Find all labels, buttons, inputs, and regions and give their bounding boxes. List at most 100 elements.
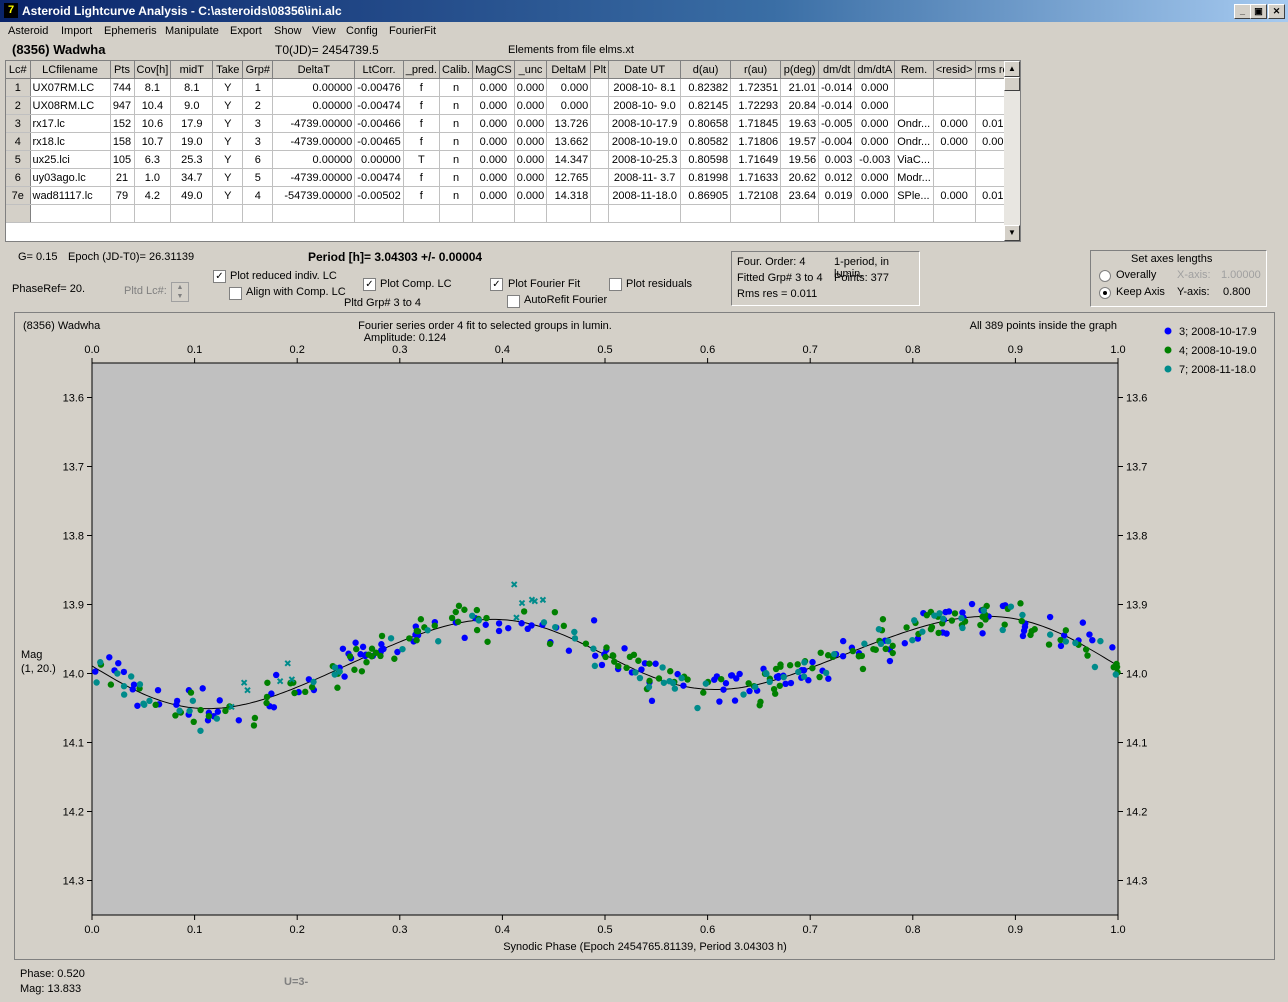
table-cell[interactable]: [730, 204, 782, 223]
table-cell[interactable]: Y: [212, 78, 244, 97]
table-cell[interactable]: 0.82145: [680, 96, 732, 115]
table-cell[interactable]: 947: [110, 96, 135, 115]
minimize-button[interactable]: _: [1234, 4, 1251, 19]
x-axis-value[interactable]: 1.00000: [1221, 269, 1261, 281]
align-comp-checkbox[interactable]: [229, 287, 242, 300]
lightcurve-table[interactable]: Lc# LCfilename Pts Cov[h] midT Take Grp# DeltaT…: [5, 60, 1021, 242]
table-cell[interactable]: 0.86905: [680, 186, 732, 205]
table-cell[interactable]: 0.000: [854, 132, 896, 151]
table-cell[interactable]: 3: [6, 114, 31, 133]
table-cell[interactable]: 1: [242, 78, 274, 97]
table-cell[interactable]: 0.000: [514, 114, 548, 133]
table-cell[interactable]: 0.80658: [680, 114, 732, 133]
table-cell[interactable]: [272, 204, 356, 223]
table-cell[interactable]: n: [439, 150, 474, 169]
column-header[interactable]: DeltaT: [272, 61, 356, 79]
column-header[interactable]: Rem.: [894, 61, 934, 79]
table-cell[interactable]: 6: [6, 168, 31, 187]
table-cell[interactable]: n: [439, 132, 474, 151]
table-cell[interactable]: 0.019: [818, 186, 856, 205]
table-cell[interactable]: [933, 96, 976, 115]
table-cell[interactable]: 0.000: [472, 96, 515, 115]
table-cell[interactable]: 2008-10- 9.0: [608, 96, 682, 115]
table-cell[interactable]: 7e: [6, 186, 31, 205]
table-cell[interactable]: [933, 78, 976, 97]
table-cell[interactable]: 14.318: [546, 186, 592, 205]
table-cell[interactable]: [608, 204, 682, 223]
column-header[interactable]: midT: [170, 61, 214, 79]
table-cell[interactable]: [590, 78, 610, 97]
table-cell[interactable]: 744: [110, 78, 135, 97]
table-cell[interactable]: 2: [242, 96, 274, 115]
table-cell[interactable]: [30, 204, 111, 223]
column-header[interactable]: LCfilename: [30, 61, 111, 79]
menu-ephemeris[interactable]: Ephemeris: [104, 25, 157, 37]
table-cell[interactable]: 0.003: [818, 150, 856, 169]
table-cell[interactable]: -0.00466: [354, 114, 404, 133]
scroll-thumb[interactable]: [1004, 77, 1020, 91]
column-header[interactable]: DeltaM: [546, 61, 592, 79]
table-cell[interactable]: [590, 168, 610, 187]
table-row[interactable]: 7e wad81117.lc 79 4.2 49.0 Y 4 -54739.00000 -0.0…: [6, 186, 1018, 205]
table-cell[interactable]: 21.01: [780, 78, 820, 97]
table-cell[interactable]: 2008-10-25.3: [608, 150, 682, 169]
table-cell[interactable]: Y: [212, 168, 244, 187]
table-cell[interactable]: [514, 204, 548, 223]
table-cell[interactable]: [212, 204, 244, 223]
table-cell[interactable]: -4739.00000: [272, 114, 356, 133]
table-cell[interactable]: 0.000: [514, 78, 548, 97]
table-cell[interactable]: 10.7: [134, 132, 172, 151]
table-cell[interactable]: 9.0: [170, 96, 214, 115]
table-row[interactable]: [6, 204, 1018, 223]
table-cell[interactable]: 4: [6, 132, 31, 151]
table-cell[interactable]: [354, 204, 404, 223]
table-cell[interactable]: -0.003: [854, 150, 896, 169]
table-cell[interactable]: 8.1: [170, 78, 214, 97]
scroll-down-button[interactable]: ▼: [1004, 225, 1020, 241]
column-header[interactable]: p(deg): [780, 61, 820, 79]
close-button[interactable]: ✕: [1268, 4, 1285, 19]
table-cell[interactable]: 6: [242, 150, 274, 169]
table-cell[interactable]: [170, 204, 214, 223]
table-cell[interactable]: [134, 204, 172, 223]
table-cell[interactable]: 0.000: [472, 114, 515, 133]
table-cell[interactable]: 20.62: [780, 168, 820, 187]
column-header[interactable]: Date UT: [608, 61, 682, 79]
table-cell[interactable]: 3: [242, 114, 274, 133]
table-cell[interactable]: [110, 204, 135, 223]
table-cell[interactable]: 49.0: [170, 186, 214, 205]
table-cell[interactable]: 79: [110, 186, 135, 205]
table-cell[interactable]: 0.000: [854, 168, 896, 187]
table-cell[interactable]: 1: [6, 78, 31, 97]
table-cell[interactable]: Y: [212, 96, 244, 115]
table-cell[interactable]: [680, 204, 732, 223]
table-cell[interactable]: Y: [212, 186, 244, 205]
column-header[interactable]: _pred.: [403, 61, 440, 79]
table-cell[interactable]: ViaC...: [894, 150, 934, 169]
table-cell[interactable]: 2008-11- 3.7: [608, 168, 682, 187]
table-cell[interactable]: 19.56: [780, 150, 820, 169]
table-row[interactable]: 4 rx18.lc 158 10.7 19.0 Y 3 -4739.00000 -0.00465…: [6, 132, 1018, 151]
table-cell[interactable]: [933, 204, 976, 223]
table-cell[interactable]: 19.63: [780, 114, 820, 133]
maximize-button[interactable]: ▣: [1250, 4, 1267, 19]
table-cell[interactable]: 0.00000: [272, 150, 356, 169]
table-cell[interactable]: 2008-10-19.0: [608, 132, 682, 151]
table-cell[interactable]: [590, 132, 610, 151]
table-cell[interactable]: 0.000: [854, 114, 896, 133]
table-cell[interactable]: 0.000: [472, 168, 515, 187]
table-cell[interactable]: 0.000: [854, 186, 896, 205]
menu-view[interactable]: View: [312, 25, 336, 37]
table-cell[interactable]: 0.000: [933, 132, 976, 151]
menu-show[interactable]: Show: [274, 25, 302, 37]
table-cell[interactable]: uy03ago.lc: [30, 168, 111, 187]
column-header[interactable]: LtCorr.: [354, 61, 404, 79]
table-cell[interactable]: 0.000: [514, 132, 548, 151]
table-cell[interactable]: n: [439, 96, 474, 115]
autorefit-checkbox[interactable]: [507, 295, 520, 308]
table-cell[interactable]: 0.000: [546, 78, 592, 97]
keep-axis-radio[interactable]: [1099, 287, 1111, 299]
table-cell[interactable]: 1.72293: [730, 96, 782, 115]
table-cell[interactable]: 0.000: [472, 78, 515, 97]
